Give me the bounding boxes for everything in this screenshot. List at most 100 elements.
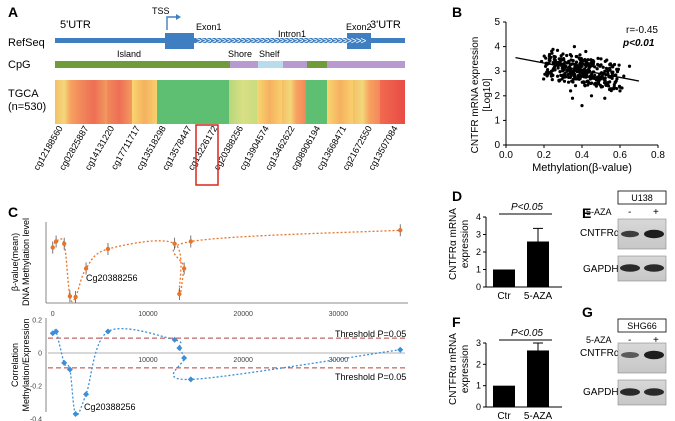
utr5-label: 5'UTR xyxy=(60,19,91,31)
c-bottom-point xyxy=(66,366,73,373)
d-ylabel-1: CNTFRα mRNA xyxy=(448,208,459,280)
b-point xyxy=(596,56,600,60)
cpg-island-label: Island xyxy=(117,49,141,59)
c-bottom-ytick: -0.4 xyxy=(30,417,42,421)
heatmap-col-10 xyxy=(327,80,353,124)
b-point xyxy=(618,89,622,93)
exon1-block xyxy=(165,33,194,49)
b-fit-line xyxy=(515,57,640,82)
panel-f: F CNTFRα mRNA expression 0 1 2 3 Ctr 5-AZA P<… xyxy=(448,314,562,421)
b-point xyxy=(565,53,569,58)
b-point xyxy=(585,74,589,78)
b-point xyxy=(571,71,575,76)
b-point xyxy=(566,80,571,84)
cpg-shore-label: Shore xyxy=(228,49,252,59)
c-top-ylabel-1: β-value(mean) xyxy=(10,233,20,291)
b-point xyxy=(569,58,573,62)
c-top-point xyxy=(83,266,89,271)
c-top-point xyxy=(61,241,67,246)
b-point xyxy=(617,84,622,88)
b-point xyxy=(569,54,574,58)
b-point xyxy=(566,73,570,77)
b-ytick-label: 4 xyxy=(494,42,500,53)
exon1-label: Exon1 xyxy=(196,22,222,32)
b-point xyxy=(597,79,601,83)
g-band-aza xyxy=(644,350,664,360)
b-point xyxy=(545,70,549,74)
heatmap-col-7 xyxy=(257,80,282,124)
b-ytick-label: 2 xyxy=(494,91,500,102)
c-bottom-point xyxy=(53,328,60,335)
c-top-point xyxy=(50,245,55,250)
d-category-5-AZA: 5-AZA xyxy=(524,291,553,302)
b-point xyxy=(596,62,600,67)
b-point xyxy=(582,72,586,76)
heatmap-col-8 xyxy=(282,80,306,124)
cpg-shore-bar-3 xyxy=(327,61,405,68)
e-cellline-box xyxy=(617,190,667,205)
b-point xyxy=(593,73,597,78)
d-ylabel-2: expression xyxy=(460,220,471,268)
b-point xyxy=(609,89,613,93)
c-bottom-ticks: 0.2 0 -0.2 -0.4 10000 20000 30000 xyxy=(30,318,348,421)
b-point xyxy=(622,74,626,78)
b-point xyxy=(616,67,621,71)
f-ytick-label: 3 xyxy=(476,338,481,348)
b-point xyxy=(612,85,616,90)
d-bar-chart: 0 1 2 3 4 Ctr 5-AZA xyxy=(476,212,562,302)
b-point xyxy=(567,59,571,63)
b-point xyxy=(555,74,560,78)
c-bottom-xtick: 10000 xyxy=(138,357,158,364)
b-point xyxy=(563,72,567,76)
c-bottom-ylabel-1: Correlation xyxy=(10,343,20,387)
d-ytick-label: 0 xyxy=(476,282,481,292)
b-point xyxy=(603,59,607,63)
b-point xyxy=(593,81,597,86)
d-category-Ctr: Ctr xyxy=(497,291,511,302)
c-threshold-upper-label: Threshold P=0.05 xyxy=(335,329,406,339)
d-ytick-label: 3 xyxy=(476,230,481,240)
g-gapdh-ctr xyxy=(620,388,640,396)
highlight-box xyxy=(195,124,219,186)
cpg-shore-bar-2 xyxy=(283,61,307,68)
c-top-point xyxy=(105,246,111,252)
b-point xyxy=(580,74,584,78)
g-band-ctr xyxy=(621,352,639,358)
b-xtick-label: 0.8 xyxy=(651,150,665,161)
c-bottom-point xyxy=(187,376,194,383)
heatmap-col-11 xyxy=(353,80,380,124)
b-point xyxy=(572,77,577,81)
f-ytick-label: 1 xyxy=(476,381,481,391)
panel-b: B CNTFR mRNA expression [Log10] 0.0 0.2 0.… xyxy=(452,4,665,174)
d-ytick-label: 2 xyxy=(476,247,481,257)
b-point xyxy=(608,68,612,72)
panel-label-a: A xyxy=(8,4,18,20)
b-point xyxy=(599,63,603,67)
f-ylabel-2: expression xyxy=(460,345,471,393)
panel-label-f: F xyxy=(452,314,461,330)
c-bottom-ytick: -0.2 xyxy=(30,384,42,391)
probe-labels: cg12188560cg02825887cg14131220cg17711717… xyxy=(31,124,399,172)
b-ytick-label: 5 xyxy=(494,17,500,28)
heatmap-col-3 xyxy=(107,80,132,124)
b-point xyxy=(574,60,579,64)
cpg-island-bar-2 xyxy=(307,61,327,68)
b-point xyxy=(593,76,597,81)
b-xlabel: Methylation(β-value) xyxy=(532,162,632,174)
b-point xyxy=(555,48,560,53)
b-point xyxy=(589,74,594,78)
panel-label-c: C xyxy=(8,204,18,220)
b-point xyxy=(561,52,565,56)
b-point xyxy=(573,65,577,69)
c-bottom-point xyxy=(176,345,183,352)
cpg-island-bar xyxy=(55,61,230,68)
c-bottom-ylabel-2: Methylation/Expression xyxy=(21,318,31,411)
cpg-shelf-label: Shelf xyxy=(259,49,280,59)
b-point xyxy=(627,64,632,68)
f-bar-Ctr xyxy=(493,385,515,407)
b-point xyxy=(595,67,599,71)
b-xtick-label: 0.2 xyxy=(537,150,551,161)
e-cellline: U138 xyxy=(631,193,653,203)
heatmap-col-5 xyxy=(157,80,229,124)
b-point xyxy=(581,80,586,84)
